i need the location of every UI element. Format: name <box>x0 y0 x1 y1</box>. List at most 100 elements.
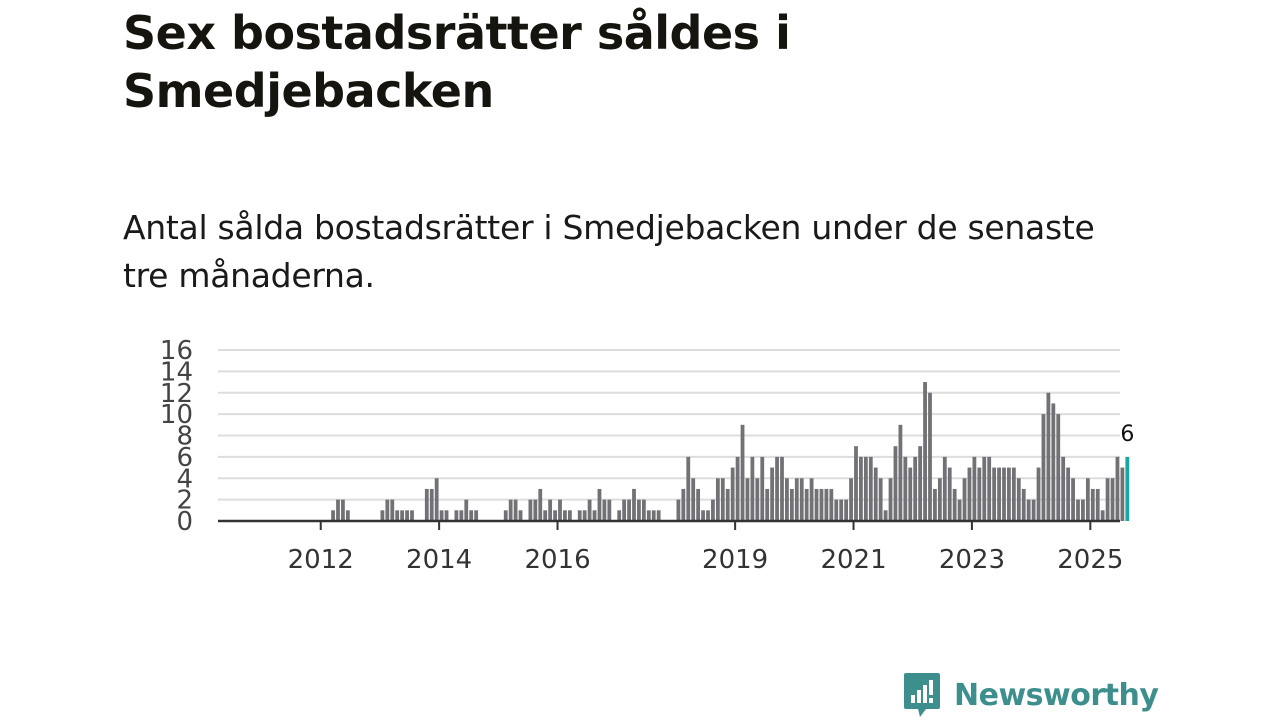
bar <box>691 478 696 521</box>
bar <box>1100 510 1105 521</box>
bar <box>627 499 631 521</box>
bar <box>543 510 548 521</box>
bar <box>503 510 508 521</box>
bar <box>908 467 913 521</box>
bar <box>518 510 523 521</box>
bar <box>617 510 622 521</box>
bar <box>439 510 444 521</box>
bar <box>587 499 592 521</box>
bar <box>962 478 967 521</box>
bar <box>1061 456 1066 521</box>
x-tick-label: 2021 <box>820 545 886 575</box>
bar <box>967 467 972 521</box>
highlight-data-label: 6 <box>1120 422 1134 447</box>
bar <box>528 499 533 521</box>
bar <box>834 499 839 521</box>
bar <box>839 499 844 521</box>
bar <box>641 499 646 521</box>
bar <box>789 488 794 521</box>
bar <box>390 499 395 521</box>
bar <box>464 499 469 521</box>
bar <box>1016 478 1021 521</box>
bar <box>597 488 602 521</box>
bar <box>923 382 927 521</box>
y-tick-label: 4 <box>176 464 193 494</box>
bar <box>893 446 898 521</box>
bar <box>760 456 765 521</box>
bar <box>424 488 429 521</box>
bar <box>444 510 449 521</box>
x-tick-label: 2023 <box>939 545 1005 575</box>
bar <box>854 446 858 521</box>
chart-subtitle: Antal sålda bostadsrätter i Smedjebacken… <box>123 208 1095 295</box>
bar <box>997 467 1001 521</box>
bar <box>1115 456 1120 521</box>
bar <box>829 488 834 521</box>
bar <box>780 456 784 521</box>
y-tick-label: 14 <box>160 357 193 387</box>
bar <box>1105 478 1110 521</box>
y-tick-label: 2 <box>176 486 193 516</box>
bar <box>725 488 730 521</box>
bar <box>844 499 849 521</box>
bar <box>770 467 775 521</box>
bar <box>799 478 804 521</box>
bar <box>508 499 513 521</box>
bar <box>785 478 789 521</box>
bar <box>933 488 937 521</box>
bar <box>701 510 705 521</box>
x-tick-label: 2025 <box>1057 545 1123 575</box>
bar <box>814 488 819 521</box>
bar <box>1031 499 1036 521</box>
bar <box>992 467 997 521</box>
bar <box>651 510 656 521</box>
bar <box>972 456 977 521</box>
bar <box>1110 478 1115 521</box>
bar <box>735 456 740 521</box>
y-tick-label: 10 <box>160 400 193 430</box>
y-tick-label: 8 <box>176 422 193 452</box>
bar <box>745 478 750 521</box>
bar <box>558 499 562 521</box>
bar <box>883 510 888 521</box>
bar <box>1007 467 1011 521</box>
bar <box>1011 467 1016 521</box>
x-tick-label: 2012 <box>288 545 354 575</box>
bar <box>410 510 414 521</box>
bar <box>1021 488 1026 521</box>
bar <box>1090 488 1095 521</box>
bar <box>622 499 627 521</box>
bar <box>982 456 987 521</box>
bar <box>740 424 745 521</box>
bar <box>582 510 587 521</box>
highlight-bar <box>1125 456 1130 521</box>
bar <box>592 510 597 521</box>
bar <box>873 467 878 521</box>
bar <box>1085 478 1090 521</box>
bar <box>434 478 439 521</box>
bar <box>1066 467 1071 521</box>
bar <box>1036 467 1041 521</box>
bar <box>1041 414 1046 521</box>
bar <box>750 456 755 521</box>
bar <box>395 510 400 521</box>
bar <box>1081 499 1085 521</box>
bar <box>474 510 479 521</box>
bar <box>533 499 538 521</box>
bar <box>765 488 770 521</box>
bar <box>429 488 434 521</box>
bar <box>405 510 409 521</box>
bar <box>1071 478 1075 521</box>
bar <box>1046 392 1051 521</box>
bar <box>952 488 957 521</box>
bar <box>863 456 868 521</box>
bar <box>888 478 893 521</box>
bar <box>553 510 557 521</box>
brand-logo: Newsworthy <box>902 670 1159 720</box>
x-tick-label: 2019 <box>702 545 768 575</box>
bar <box>676 499 681 521</box>
bar <box>563 510 567 521</box>
bar <box>341 499 345 521</box>
brand-name: Newsworthy <box>954 677 1159 713</box>
bar <box>469 510 474 521</box>
